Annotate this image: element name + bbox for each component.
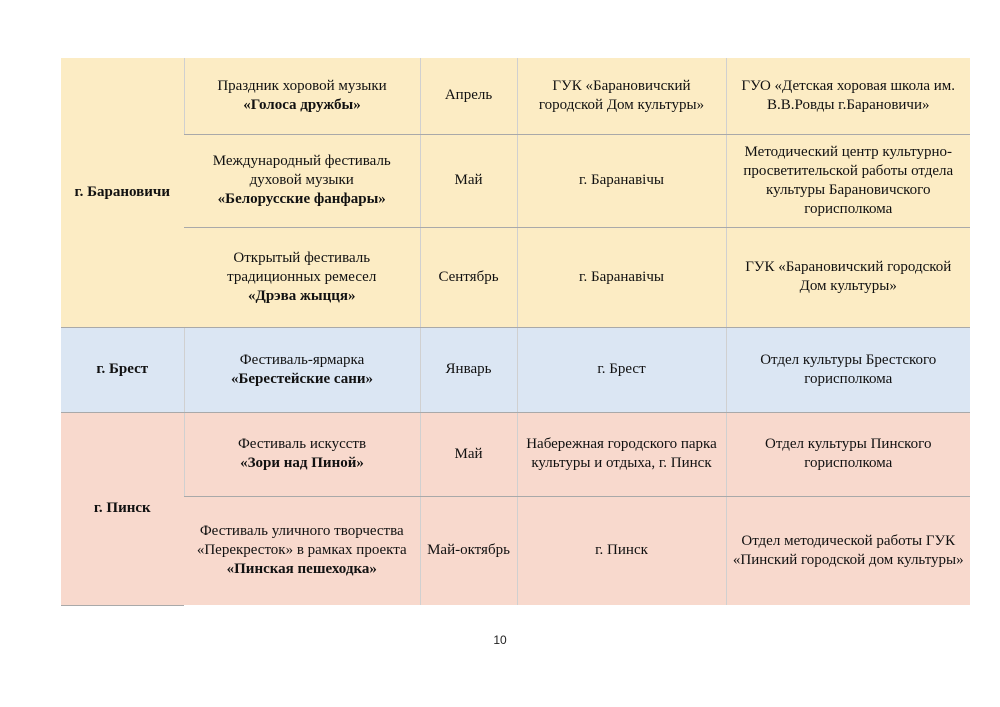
- month-cell: Апрель: [419, 58, 517, 135]
- organizer-cell: Отдел культуры Брестского горисполкома: [725, 327, 970, 413]
- table-row: Фестиваль уличного творчества «Перекрест…: [61, 496, 970, 605]
- city-cell: г. Брест: [61, 327, 184, 413]
- venue-cell: г. Брест: [516, 327, 726, 413]
- table-row: Международный фестиваль духовой музыки «…: [61, 134, 970, 228]
- venue-cell: ГУК «Барановичский городской Дом культур…: [516, 58, 726, 135]
- event-name: Фестиваль-ярмарка: [239, 351, 365, 368]
- month-cell: Май-октябрь: [419, 496, 517, 605]
- event-name: Праздник хоровой музыки: [217, 77, 387, 94]
- venue-cell: Набережная городского парка культуры и о…: [516, 412, 726, 497]
- event-cell: Фестиваль-ярмарка «Берестейские сани»: [183, 327, 420, 413]
- event-cell: Международный фестиваль духовой музыки «…: [184, 134, 420, 228]
- table-row: г. Барановичи Праздник хоровой музыки «Г…: [61, 58, 970, 328]
- venue-cell: г. Пинск: [516, 496, 726, 605]
- event-title: «Дрэва жыцця»: [248, 287, 356, 304]
- venue-cell: г. Баранавічы: [516, 227, 726, 328]
- event-title: «Пинская пешеходка»: [226, 561, 377, 578]
- event-cell: Фестиваль уличного творчества «Перекрест…: [184, 496, 420, 605]
- month-cell: Май: [419, 134, 517, 228]
- event-title: «Голоса дружбы»: [243, 96, 361, 113]
- organizer-cell: ГУО «Детская хоровая школа им. В.В.Ровды…: [725, 58, 970, 135]
- events-table: г. Барановичи Праздник хоровой музыки «Г…: [61, 58, 970, 606]
- event-name: Фестиваль искусств: [237, 436, 367, 452]
- table-row: г. Брест Фестиваль-ярмарка «Берестейские…: [61, 327, 970, 413]
- month-cell: Сентябрь: [419, 227, 517, 328]
- event-title: «Берестейские сани»: [230, 370, 374, 387]
- month-cell: Май: [419, 412, 517, 497]
- event-name: Международный фестиваль духовой музыки: [212, 153, 391, 188]
- month-cell: Январь: [419, 327, 517, 413]
- event-cell: Праздник хоровой музыки «Голоса дружбы»: [183, 58, 420, 135]
- event-cell: Фестиваль искусств «Зори над Пиной»: [183, 412, 420, 497]
- organizer-cell: ГУК «Барановичский городской Дом культур…: [725, 227, 970, 328]
- event-name: Открытый фестиваль традиционных ремесел: [227, 249, 377, 285]
- venue-cell: г. Баранавічы: [516, 134, 726, 228]
- organizer-cell: Методический центр культурно-просветител…: [725, 134, 970, 228]
- city-cell: г. Барановичи: [61, 58, 184, 328]
- city-cell: г. Пинск: [61, 412, 184, 606]
- event-title: «Белорусские фанфары»: [217, 191, 386, 207]
- organizer-cell: Отдел методической работы ГУК «Пинский г…: [725, 496, 970, 605]
- table-row: г. Пинск Фестиваль искусств «Зори над Пи…: [61, 412, 970, 606]
- event-title: «Зори над Пиной»: [240, 455, 364, 471]
- organizer-cell: Отдел культуры Пинского горисполкома: [725, 412, 970, 497]
- event-cell: Открытый фестиваль традиционных ремесел …: [184, 227, 420, 328]
- page-number: 10: [493, 633, 507, 647]
- table-row: Открытый фестиваль традиционных ремесел …: [61, 227, 970, 328]
- event-name: Фестиваль уличного творчества «Перекрест…: [196, 523, 407, 559]
